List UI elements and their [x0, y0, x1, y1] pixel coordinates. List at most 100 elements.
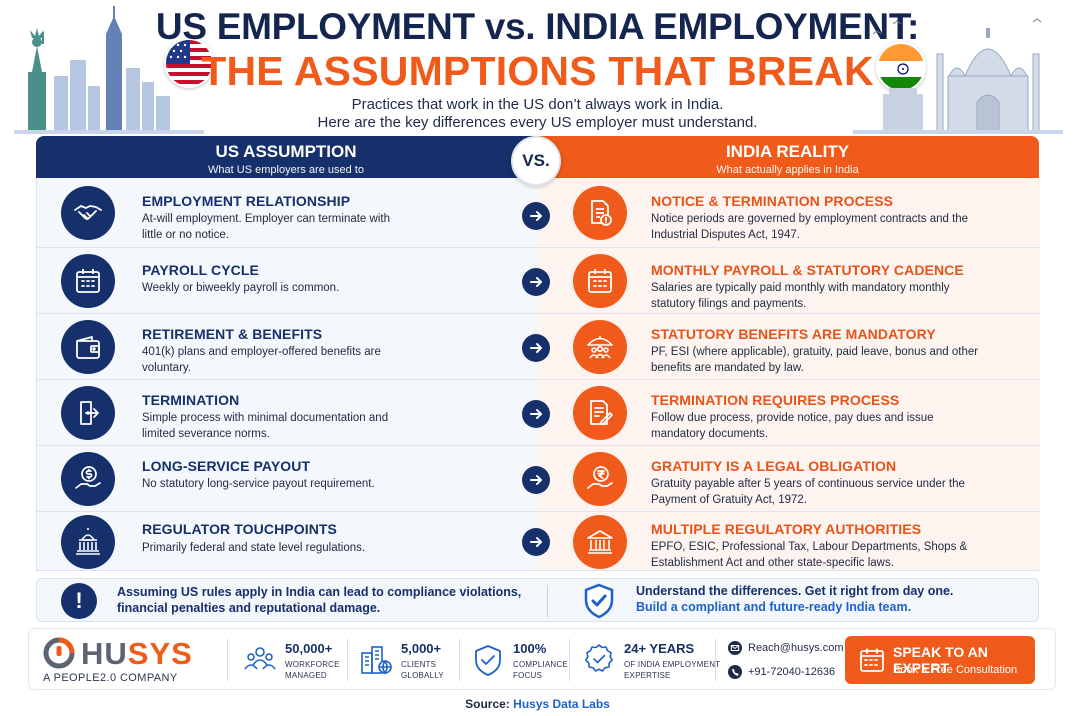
us-skyline-illustration — [14, 6, 204, 134]
comparison-row: RETIREMENT & BENEFITS 401(k) plans and e… — [37, 314, 1040, 380]
footer-divider — [715, 639, 716, 681]
notice-document-icon — [573, 186, 627, 240]
india-row-description: Gratuity payable after 5 years of contin… — [651, 478, 965, 506]
cta-title: SPEAK TO AN EXPERT — [893, 644, 988, 676]
india-row-title: STATUTORY BENEFITS ARE MANDATORY — [651, 326, 936, 342]
india-row-description: Salaries are typically paid monthly with… — [651, 282, 950, 310]
india-row-description: EPFO, ESIC, Professional Tax, Labour Dep… — [651, 541, 968, 569]
us-row-description: Primarily federal and state level regula… — [142, 542, 366, 554]
page-title-line1: US EMPLOYMENT vs. INDIA EMPLOYMENT: — [155, 6, 920, 47]
us-row-title: REGULATOR TOUCHPOINTS — [142, 521, 337, 537]
arrow-right-icon — [522, 202, 550, 230]
comparison-row: LONG-SERVICE PAYOUT No statutory long-se… — [37, 446, 1040, 512]
footer-divider — [347, 639, 348, 681]
india-row-title: NOTICE & TERMINATION PROCESS — [651, 193, 894, 209]
footer-divider — [459, 639, 460, 681]
email-text[interactable]: Reach@husys.com — [748, 641, 844, 654]
husys-logo-icon — [43, 637, 75, 669]
india-row-description: Notice periods are governed by employmen… — [651, 213, 969, 241]
people-icon — [244, 647, 276, 670]
government-building-icon — [573, 515, 627, 569]
page-subtitle: Practices that work in the US don’t alwa… — [0, 96, 1075, 132]
stat-label: CLIENTS GLOBALLY — [401, 660, 444, 680]
us-row-title: RETIREMENT & BENEFITS — [142, 326, 323, 342]
us-row-title: EMPLOYMENT RELATIONSHIP — [142, 193, 351, 209]
warning-banner: ! Assuming US rules apply in India can l… — [36, 578, 1039, 622]
shield-check-icon — [475, 645, 501, 676]
india-row-description: PF, ESI (where applicable), gratuity, pa… — [651, 346, 979, 374]
speak-to-expert-button[interactable]: SPEAK TO AN EXPERT Book a Free Consultat… — [845, 636, 1035, 684]
india-reality-header: INDIA REALITY What actually applies in I… — [536, 136, 1039, 178]
page-title-line2: THE ASSUMPTIONS THAT BREAK — [201, 48, 874, 94]
comparison-row: EMPLOYMENT RELATIONSHIP At-will employme… — [37, 178, 1040, 248]
arrow-right-icon — [522, 466, 550, 494]
subtitle-line1: Practices that work in the US don’t alwa… — [351, 96, 724, 113]
arrow-right-icon — [522, 334, 550, 362]
comparison-row: TERMINATION Simple process with minimal … — [37, 380, 1040, 446]
stat-label: OF INDIA EMPLOYMENT EXPERTISE — [624, 660, 721, 680]
india-flag-icon — [876, 42, 926, 92]
source-label: Source: — [465, 697, 510, 711]
logo-text-hu: HU — [81, 636, 128, 671]
shield-check-icon — [584, 583, 614, 619]
phone-text[interactable]: +91-72040-12636 — [748, 665, 836, 678]
cta-subtitle: Book a Free Consultation — [893, 664, 1018, 676]
exit-door-icon — [61, 386, 115, 440]
calendar-icon — [573, 254, 627, 308]
comparison-row: PAYROLL CYCLE Weekly or biweekly payroll… — [37, 248, 1040, 314]
award-badge-icon — [585, 644, 613, 672]
husys-logo-text: HUSYS — [81, 636, 193, 672]
india-column-subtitle: What actually applies in India — [716, 164, 859, 176]
contact-email[interactable]: Reach@husys.com — [728, 641, 844, 655]
us-row-description: Weekly or biweekly payroll is common. — [142, 282, 340, 294]
footer-bar: HUSYS A PEOPLE2.0 COMPANY 50,000+ WORKFO… — [28, 628, 1056, 690]
logo-tagline: A PEOPLE2.0 COMPANY — [43, 672, 178, 684]
us-row-title: LONG-SERVICE PAYOUT — [142, 458, 311, 474]
us-column-subtitle: What US employers are used to — [208, 164, 364, 176]
advice-line1: Understand the differences. Get it right… — [636, 584, 954, 598]
us-column-background — [37, 178, 537, 570]
india-column-background — [537, 178, 1040, 570]
comparison-row: REGULATOR TOUCHPOINTS Primarily federal … — [37, 512, 1040, 571]
stat-label: COMPLIANCE FOCUS — [513, 660, 568, 680]
handshake-icon — [61, 186, 115, 240]
document-pen-icon — [573, 386, 627, 440]
source-credit: Source: Husys Data Labs — [0, 697, 1075, 711]
stat-number: 5,000+ — [401, 641, 442, 656]
us-row-description: At-will employment. Employer can termina… — [142, 213, 390, 241]
us-row-description: 401(k) plans and employer-offered benefi… — [142, 346, 381, 374]
warning-text: Assuming US rules apply in India can lea… — [117, 585, 522, 615]
comparison-table: EMPLOYMENT RELATIONSHIP At-will employme… — [36, 178, 1040, 571]
india-row-title: TERMINATION REQUIRES PROCESS — [651, 392, 900, 408]
stat-number: 50,000+ — [285, 641, 333, 656]
india-row-description: Follow due process, provide notice, pay … — [651, 412, 934, 440]
us-row-title: TERMINATION — [142, 392, 240, 408]
wallet-icon — [61, 320, 115, 374]
stat-number: 24+ YEARS — [624, 641, 695, 656]
source-value: Husys Data Labs — [513, 697, 610, 711]
email-icon — [728, 641, 742, 655]
dollar-hand-icon — [61, 452, 115, 506]
india-skyline-illustration — [853, 18, 1063, 134]
capitol-icon — [61, 515, 115, 569]
stat-number: 100% — [513, 641, 547, 656]
footer-divider — [227, 639, 228, 681]
us-row-description: No statutory long-service payout require… — [142, 478, 375, 490]
warning-divider — [547, 585, 548, 617]
us-column-title: US ASSUMPTION — [215, 142, 357, 161]
exclamation-icon: ! — [61, 583, 97, 619]
umbrella-people-icon — [573, 320, 627, 374]
arrow-right-icon — [522, 400, 550, 428]
header: US EMPLOYMENT vs. INDIA EMPLOYMENT: THE … — [0, 0, 1075, 134]
advice-line2: Build a compliant and future-ready India… — [636, 600, 912, 614]
arrow-right-icon — [522, 528, 550, 556]
calendar-icon — [860, 648, 884, 672]
vs-badge: VS. — [511, 136, 561, 186]
rupee-hand-icon — [573, 452, 627, 506]
us-row-description: Simple process with minimal documentatio… — [142, 412, 389, 440]
contact-phone[interactable]: +91-72040-12636 — [728, 665, 835, 679]
stat-label: WORKFORCE MANAGED — [285, 660, 340, 680]
us-row-title: PAYROLL CYCLE — [142, 262, 259, 278]
arrow-right-icon — [522, 268, 550, 296]
logo-text-sys: SYS — [127, 636, 193, 671]
